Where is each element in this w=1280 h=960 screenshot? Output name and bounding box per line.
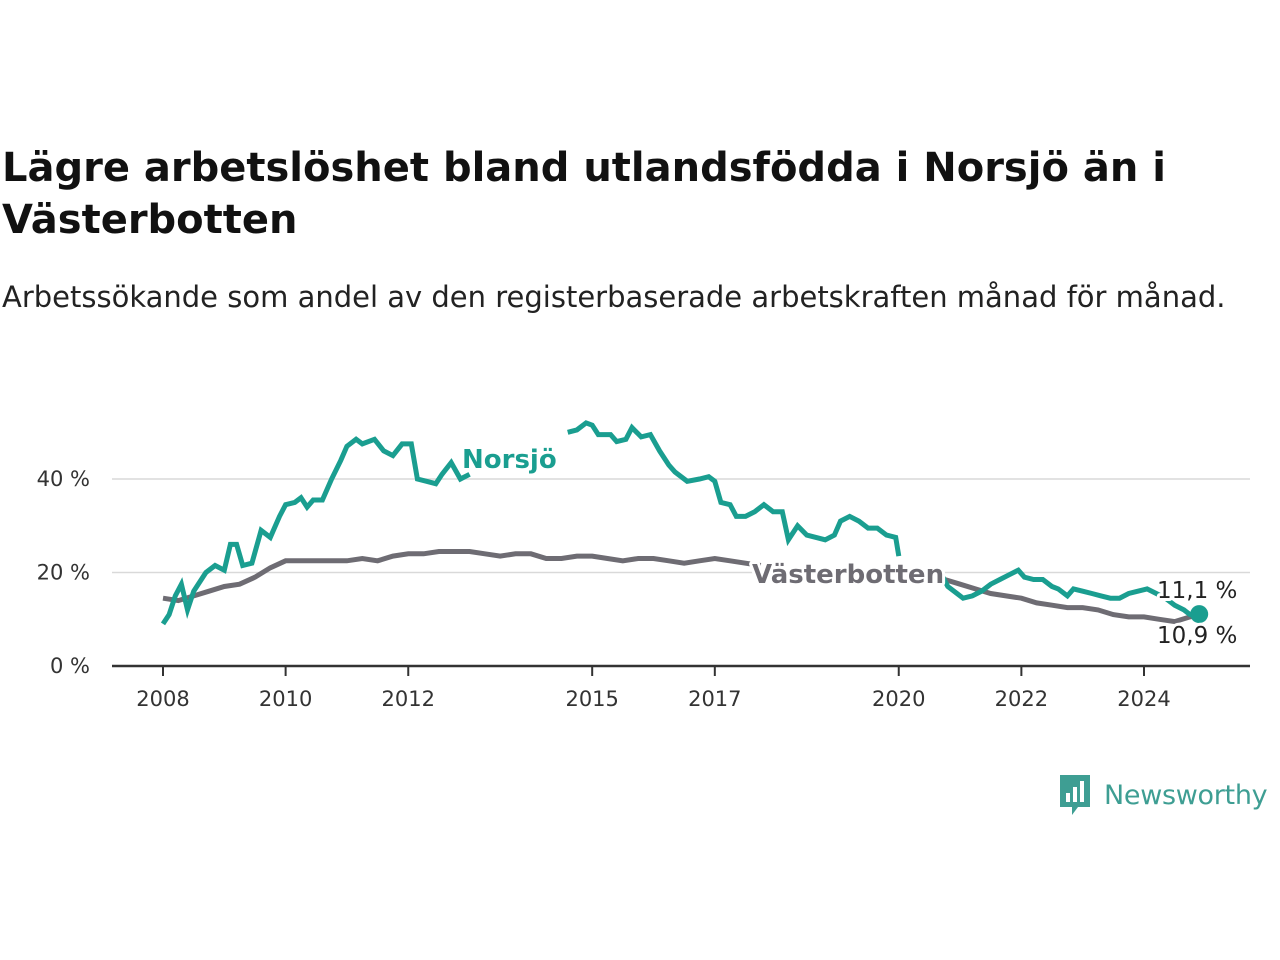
end-label-vasterbotten: 10,9 % <box>1157 623 1237 649</box>
brand-name: Newsworthy <box>1104 779 1268 811</box>
newsworthy-logo-icon <box>1060 775 1090 815</box>
x-tick-label: 2010 <box>259 687 312 711</box>
y-tick-label: 40 % <box>37 467 90 491</box>
x-tick-label: 2022 <box>995 687 1048 711</box>
series-line-vsterbotten <box>943 577 1200 625</box>
x-tick-label: 2012 <box>382 687 435 711</box>
series-line-norsj <box>567 420 902 557</box>
x-tick-label: 2008 <box>136 687 189 711</box>
chart-title: Lägre arbetslöshet bland utlandsfödda i … <box>2 145 1166 243</box>
end-point-marker <box>1190 605 1209 624</box>
x-tick-label: 2015 <box>565 687 618 711</box>
series-line-vsterbotten <box>162 549 762 604</box>
y-tick-label: 20 % <box>37 561 90 585</box>
series-line-norsj <box>939 567 1200 618</box>
gridlines <box>112 478 1250 574</box>
y-tick-label: 0 % <box>50 654 90 678</box>
series-label-vasterbotten: Västerbotten <box>752 560 944 590</box>
x-tick-label: 2024 <box>1117 687 1170 711</box>
brand-logo: Newsworthy <box>1058 772 1268 818</box>
end-label-norsjo: 11,1 % <box>1157 578 1237 604</box>
series-lines <box>160 420 1209 626</box>
axes: 0 % 20 % 40 % 2008 2010 2012 2015 2017 2020 2022 2… <box>37 467 1250 711</box>
series-labels: Norsjö Västerbotten 11,1 % 10,9 % <box>459 442 1240 652</box>
line-chart: 0 % 20 % 40 % 2008 2010 2012 2015 2017 2020 2022 2… <box>37 420 1250 711</box>
series-label-norsjo: Norsjö <box>462 445 557 475</box>
series-line-norsj <box>160 436 471 626</box>
chart-subtitle: Arbetssökande som andel av den registerb… <box>2 280 1226 314</box>
x-tick-label: 2020 <box>872 687 925 711</box>
x-tick-label: 2017 <box>688 687 741 711</box>
